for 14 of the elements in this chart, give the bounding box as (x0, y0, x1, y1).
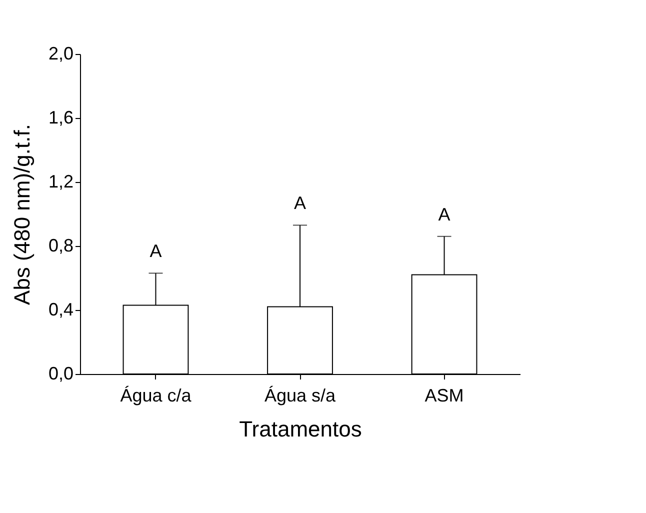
y-tick-label: 1,2 (48, 172, 74, 192)
x-tick-label: Água c/a (120, 386, 192, 406)
annotation: A (294, 193, 306, 214)
y-tick-label: 2,0 (48, 44, 74, 64)
x-tick-label: ASM (424, 386, 464, 406)
y-tick-label: 0,8 (48, 236, 74, 256)
annotation: A (150, 241, 162, 262)
y-tick-label: 0,4 (48, 300, 74, 320)
y-axis-title: Abs (480 nm)/g.t.f. (9, 124, 34, 305)
x-tick-label: Água s/a (264, 386, 337, 406)
y-tick-label: 0,0 (48, 364, 74, 384)
annotation: A (438, 204, 450, 224)
x-axis-title: Tratamentos (239, 416, 362, 442)
y-tick-label: 1,6 (48, 108, 74, 128)
